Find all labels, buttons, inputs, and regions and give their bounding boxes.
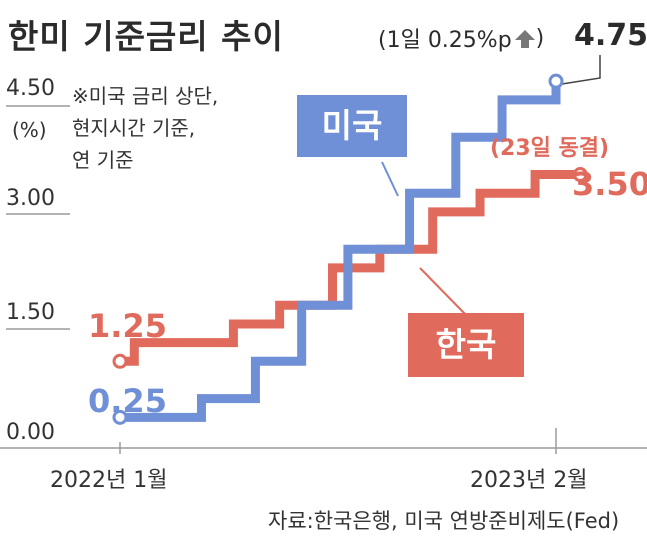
x-tick-label-end: 2023년 2월 (470, 468, 588, 493)
legend-kr: 한국 (408, 313, 524, 377)
kr-rate-line (120, 170, 581, 366)
kr-end-point (572, 167, 588, 183)
kr-start-label: 1.25 (88, 307, 167, 345)
legend-us: 미국 (297, 95, 407, 157)
kr-start-point (112, 353, 128, 369)
kr-end-label: 3.50 (572, 165, 647, 203)
us-end-point (548, 73, 564, 89)
y-tick-label-450: 4.50 (6, 76, 55, 101)
footnote: ※미국 금리 상단, 현지시간 기준, 연 기준 (72, 84, 219, 172)
chart-title: 한미 기준금리 추이 (8, 17, 284, 56)
subtitle-text: (1일 0.25%p (378, 28, 512, 53)
unit-label: (%) (12, 118, 47, 142)
chart-subtitle: (1일 0.25%p ) (378, 26, 545, 55)
source-note: 자료:한국은행, 미국 연방준비제도(Fed) (268, 509, 620, 533)
us-legend-leader (381, 161, 399, 197)
x-tick-label-start: 2022년 1월 (50, 468, 168, 493)
y-tick-label-150: 1.50 (6, 300, 55, 325)
us-rate-line (120, 81, 561, 422)
y-tick-label-300: 3.00 (6, 186, 55, 211)
us-leader-line (561, 55, 601, 85)
y-tick-label-000: 0.00 (6, 420, 55, 445)
freeze-note: (23일 동결) (490, 136, 610, 161)
kr-legend-leader (419, 267, 467, 316)
up-arrow-icon (514, 29, 536, 55)
series-layer (112, 73, 588, 425)
us-start-label: 0.25 (88, 382, 167, 420)
subtitle-value: 4.75 (574, 18, 647, 53)
us-start-point (112, 409, 128, 425)
